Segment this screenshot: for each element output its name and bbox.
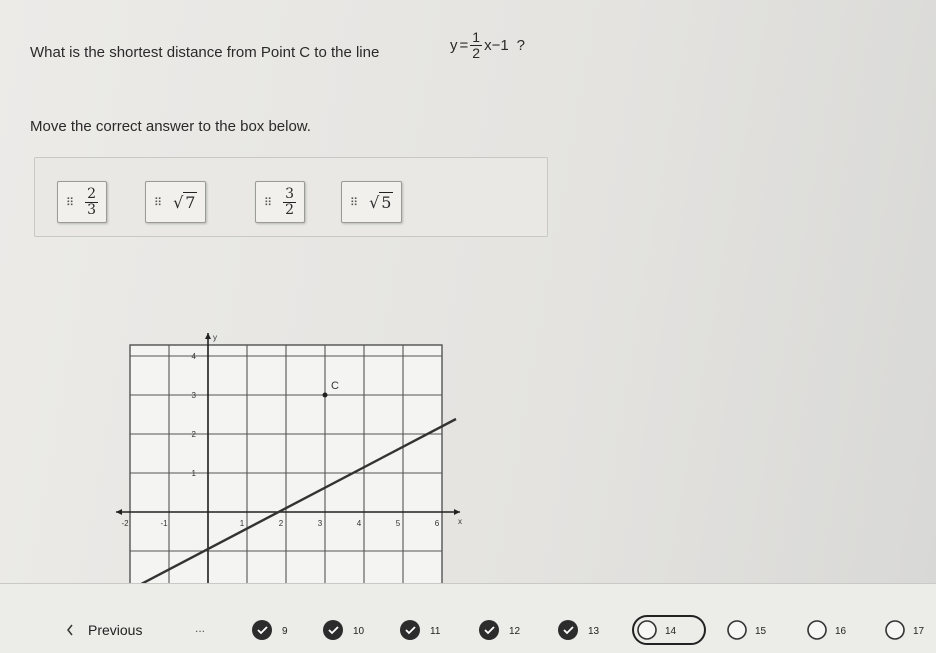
page-number[interactable]: 13 [588,626,600,637]
y-tick-label: 2 [192,430,197,439]
chevron [67,624,73,636]
check [484,626,495,635]
answer-tile[interactable]: ⠿ √ 5 [341,181,403,223]
page-number[interactable]: 11 [430,626,441,637]
page-number[interactable]: 14 [665,626,677,637]
answered-dot [400,620,420,640]
page-dot [885,620,905,640]
grip: ⠿ [66,195,74,209]
y-tick-label: 1 [192,469,197,478]
check [563,626,574,635]
page-number[interactable]: 15 [755,626,767,637]
x-tick-label: -1 [160,519,168,528]
radical: √ 5 [369,191,394,212]
x-tick-label: 6 [435,519,440,528]
page-number[interactable]: 10 [353,626,365,637]
point-label: C [331,380,339,392]
page-number[interactable]: 16 [835,626,847,637]
eq-lhs: y [450,36,458,54]
answered-dot [558,620,578,640]
check [405,626,416,635]
radicand: 5 [379,191,394,212]
x-tick-label: 1 [240,519,245,528]
x-tick-label: 2 [279,519,284,528]
axis-label: x [458,517,462,526]
ellipsis: ... [195,621,205,635]
eq-num: 1 [470,29,483,46]
radical-sign: √ [369,192,380,212]
eq-sign: = [459,36,469,54]
grip: ⠿ [264,195,272,209]
instruction: Move the correct answer to the box below… [30,118,311,135]
check [328,626,339,635]
den: 2 [285,201,294,218]
eq-fraction: 1 2 [470,29,483,61]
current-box [632,615,706,645]
radical: √ 7 [173,191,198,212]
num: 2 [85,185,98,203]
page-number[interactable]: 9 [282,626,288,637]
graph: x y 4 3 2 1 -2 -1 1 2 3 4 5 6 C [116,333,462,583]
grip: ⠿ [350,195,358,209]
question-end: ? [516,36,526,54]
x-tick-label: -2 [121,519,129,528]
x-tick-label: 3 [318,519,323,528]
check [257,626,268,635]
grip: ⠿ [154,195,162,209]
eq-rest: x−1 [484,36,509,54]
page-number[interactable]: 17 [913,626,925,637]
answered-dot [323,620,343,640]
equation: y = 1 2 x−1 ? [450,30,525,60]
answered-dot [479,620,499,640]
radicand: 7 [183,191,198,212]
x-tick-label: 5 [396,519,401,528]
y-tick-label: 4 [192,352,197,361]
radical-sign: √ [173,192,184,212]
answer-tile[interactable]: ⠿ √ 7 [145,181,207,223]
page-dot [727,620,747,640]
point [322,392,328,398]
page-number[interactable]: 12 [509,626,521,637]
y-tick-label: 3 [192,391,197,400]
page-dot [637,620,657,640]
page-dot [807,620,827,640]
num: 3 [283,185,296,203]
x-tick-label: 4 [357,519,362,528]
den: 3 [87,201,96,218]
answered-dot [252,620,272,640]
question-text: What is the shortest distance from Point… [30,44,380,61]
graph-line [140,417,457,583]
nav: Previous... 9 10 11 12 13 14 15 16 17 [67,615,925,645]
axis-label: y [213,333,217,342]
nav-bar: Previous... 9 10 11 12 13 14 15 16 17 [0,583,936,653]
previous[interactable]: Previous [88,622,142,638]
eq-den: 2 [472,44,481,61]
